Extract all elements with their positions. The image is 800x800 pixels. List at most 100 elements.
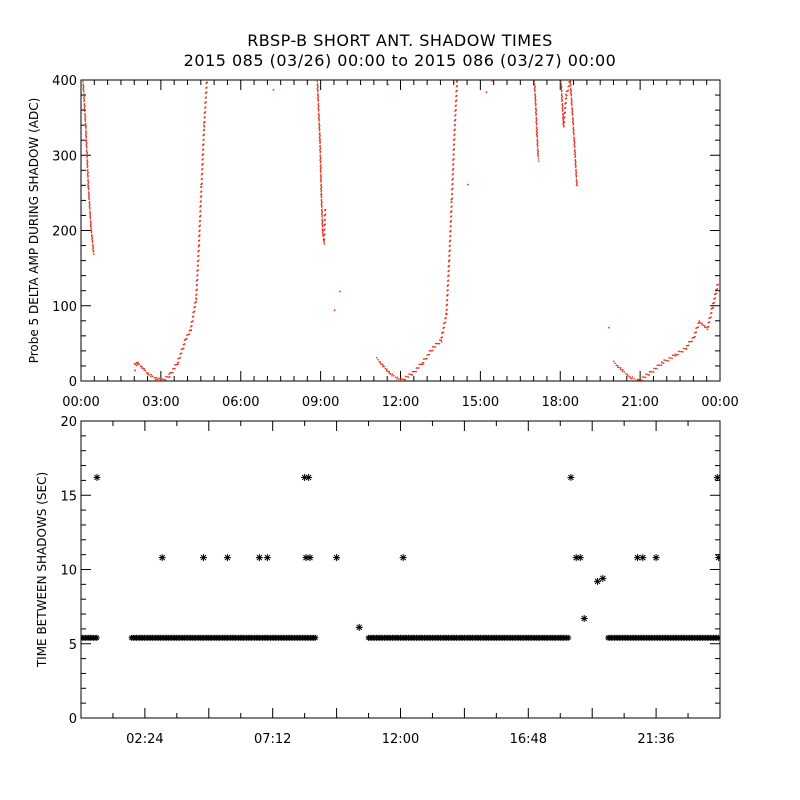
data-point [198,244,201,246]
data-point [419,363,422,366]
data-point [148,374,151,376]
data-point [318,123,320,126]
data-point [319,148,321,150]
data-point [333,554,341,562]
data-point [175,364,177,366]
data-point [537,152,539,154]
data-point [432,349,434,352]
data-point [569,85,572,87]
data-point [90,220,92,222]
data-point [562,109,564,111]
data-point [134,369,136,372]
data-point [564,106,567,109]
data-point [439,339,441,341]
x-tick-label: 15:00 [462,395,499,410]
data-point [535,110,537,113]
data-point [620,367,622,369]
data-point [89,207,91,209]
data-point [451,210,453,212]
data-point [575,173,577,176]
data-point [449,254,451,256]
data-point [667,360,670,362]
data-point [669,357,672,359]
data-point [199,224,201,227]
data-point [82,84,84,87]
x-tick-label: 00:00 [701,395,738,410]
data-point [572,113,574,115]
data-point [319,169,322,171]
data-point [534,96,537,99]
data-point [537,150,539,153]
data-point [320,166,322,169]
data-point [614,362,616,365]
data-point [415,367,418,369]
data-point [569,80,571,81]
data-point [323,243,326,245]
data-point [574,145,576,147]
data-point [93,473,101,481]
data-point [154,378,157,381]
data-point [320,192,323,195]
data-point [305,473,313,481]
data-point [400,377,402,380]
data-point [560,85,563,88]
data-point [160,377,162,380]
data-point [133,362,136,365]
data-point [574,164,577,166]
data-point [201,172,204,175]
data-point [196,298,198,300]
data-point [399,379,402,381]
data-point [180,348,183,351]
data-point [83,108,86,110]
data-point [321,218,324,220]
data-point [653,367,655,370]
data-point [616,366,619,368]
data-point [387,370,389,372]
data-point [182,348,184,350]
x-tick-label: 18:00 [542,395,579,410]
data-point [538,160,540,162]
data-point [535,131,538,133]
data-point [572,126,575,129]
data-point [452,187,454,190]
data-point [571,109,574,111]
data-point [140,367,143,369]
x-tick-label: 09:00 [302,395,339,410]
data-point [318,112,320,115]
data-point [708,325,710,328]
data-point [87,171,89,173]
data-point [571,114,574,116]
data-point [574,166,577,168]
data-point [537,148,539,150]
data-point [184,338,186,341]
data-point [317,117,320,120]
data-point [575,168,577,171]
data-point [569,80,572,82]
data-point [656,364,658,366]
data-point [90,223,92,226]
data-point [197,269,199,271]
data-point [536,138,539,141]
data-point [319,141,321,143]
data-point [318,122,321,124]
data-point [137,361,139,363]
data-point [86,142,88,144]
data-point [196,293,198,296]
data-point [537,158,540,160]
y-tick-label: 20 [60,415,77,430]
data-point [187,333,190,336]
data-point [183,339,186,341]
data-point [688,341,690,343]
data-point [654,367,657,370]
data-point [653,371,655,373]
data-point [573,132,575,135]
data-point [536,122,538,125]
data-point [161,378,164,380]
data-point [408,373,410,375]
data-point [319,158,322,160]
data-point [195,297,197,299]
data-point [691,337,693,339]
data-point [320,186,323,188]
data-point [645,373,647,375]
data-point [704,324,706,327]
